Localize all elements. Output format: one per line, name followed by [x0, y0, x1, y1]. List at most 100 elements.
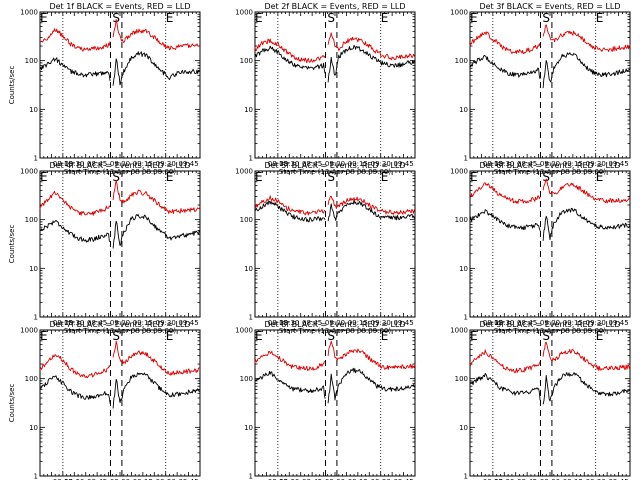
y-tick-label: 10: [29, 106, 38, 114]
x-tick-label: 08:30: [494, 319, 514, 327]
event-marker-label: E: [381, 11, 389, 25]
series-line-black: [39, 372, 201, 409]
x-tick-label: 09:00: [110, 160, 130, 168]
x-tick-label: 09:30: [371, 160, 391, 168]
x-tick-label: 08:15: [268, 319, 288, 327]
y-axis-label: Counts/sec: [8, 225, 16, 264]
y-tick-label: 1: [34, 314, 38, 322]
series-line-black: [254, 199, 416, 223]
y-tick-label: 1000: [450, 168, 468, 176]
y-tick-label: 10: [244, 265, 253, 273]
x-tick-label: 08:45: [87, 478, 107, 480]
event-marker-label: E: [166, 329, 174, 343]
y-tick-label: 1: [464, 473, 468, 480]
x-tick-label: 08:30: [64, 160, 84, 168]
x-tick-label: 09:30: [586, 160, 606, 168]
x-tick-label: 09:15: [133, 160, 153, 168]
y-tick-label: 1000: [450, 9, 468, 17]
y-tick-label: 100: [240, 375, 253, 383]
event-marker-label: E: [255, 11, 263, 25]
event-marker-label: S: [112, 170, 120, 184]
y-tick-label: 10: [29, 265, 38, 273]
subplot-title: Det 1f BLACK = Events, RED = LLD: [49, 2, 190, 11]
y-tick-label: 1000: [235, 327, 253, 335]
y-tick-label: 10: [459, 265, 468, 273]
subplot-title: Det 9f BLACK = Events, RED = LLD: [479, 320, 620, 329]
y-tick-label: 1000: [20, 327, 38, 335]
series-line-red: [254, 195, 416, 216]
subplot-title: Det 2f BLACK = Events, RED = LLD: [264, 2, 405, 11]
subplot-6: Det 6f BLACK = Events, RED = LLD 1 10 100 10…: [450, 161, 631, 335]
event-marker-label: S: [112, 11, 120, 25]
series-line-red: [469, 24, 631, 55]
y-tick-label: 1: [249, 473, 253, 480]
event-marker-label: E: [255, 329, 263, 343]
plot-frame: [254, 329, 416, 477]
x-tick-label: 09:15: [563, 478, 583, 480]
x-tick-label: 08:15: [53, 160, 73, 168]
subplot-5: Det 5f BLACK = Events, RED = LLD 1 10 100 10…: [235, 161, 416, 335]
subplot-4: Det 4f BLACK = Events, RED = LLD 1 10 100 10…: [8, 161, 201, 335]
y-tick-label: 1000: [450, 327, 468, 335]
series-line-black: [469, 52, 631, 89]
x-tick-label: 08:15: [483, 319, 503, 327]
x-tick-label: 08:15: [53, 319, 73, 327]
event-marker-label: S: [542, 170, 550, 184]
plot-frame: [254, 11, 416, 159]
event-marker-label: E: [166, 11, 174, 25]
y-axis-label: Counts/sec: [8, 384, 16, 423]
y-tick-label: 1: [249, 155, 253, 163]
subplot-2: Det 2f BLACK = Events, RED = LLD 1 10 100 10…: [235, 2, 416, 176]
x-tick-label: 09:00: [540, 319, 560, 327]
series-line-black: [40, 214, 201, 249]
x-tick-label: 09:15: [133, 478, 153, 480]
x-tick-label: 09:30: [156, 319, 176, 327]
x-tick-label: 08:15: [268, 160, 288, 168]
event-marker-label: E: [470, 329, 478, 343]
x-tick-label: 08:30: [494, 160, 514, 168]
x-tick-label: 09:30: [156, 160, 176, 168]
x-tick-label: 08:30: [279, 319, 299, 327]
x-tick-label: 08:45: [517, 160, 537, 168]
subplot-8: Det 8f BLACK = Events, RED = LLD 1 10 100 10…: [235, 320, 416, 480]
x-tick-label: 08:30: [64, 319, 84, 327]
subplot-title: Det 3f BLACK = Events, RED = LLD: [479, 2, 620, 11]
x-tick-label: 08:15: [483, 478, 503, 480]
subplot-title: Det 8f BLACK = Events, RED = LLD: [264, 320, 405, 329]
series-line-black: [39, 51, 201, 86]
x-tick-label: 09:15: [348, 478, 368, 480]
x-tick-label: 09:30: [371, 319, 391, 327]
y-tick-label: 1: [34, 155, 38, 163]
x-tick-label: 08:15: [53, 478, 73, 480]
series-line-red: [254, 340, 416, 371]
event-marker-label: E: [596, 329, 604, 343]
y-tick-label: 1: [249, 314, 253, 322]
event-marker-label: E: [381, 329, 389, 343]
x-tick-label: 09:00: [325, 319, 345, 327]
y-tick-label: 1000: [235, 168, 253, 176]
series-line-red: [469, 341, 631, 374]
x-tick-label: 09:00: [110, 319, 130, 327]
x-tick-label: 09:00: [325, 160, 345, 168]
plot-frame: [254, 170, 416, 318]
x-tick-label: 09:15: [348, 160, 368, 168]
x-tick-label: 09:30: [586, 319, 606, 327]
x-tick-label: 08:45: [302, 319, 322, 327]
x-tick-label: 09:45: [393, 160, 413, 168]
x-tick-label: 09:00: [540, 478, 560, 480]
event-marker-label: E: [470, 170, 478, 184]
event-marker-label: S: [112, 329, 120, 343]
event-marker-label: E: [40, 170, 48, 184]
event-marker-label: S: [542, 11, 550, 25]
subplot-1: Det 1f BLACK = Events, RED = LLD 1 10 100 10…: [8, 2, 201, 176]
plot-frame: [469, 11, 631, 159]
event-marker-label: E: [255, 170, 263, 184]
y-tick-label: 10: [459, 424, 468, 432]
y-tick-label: 100: [455, 57, 468, 65]
subplot-title: Det 5f BLACK = Events, RED = LLD: [264, 161, 405, 170]
x-tick-label: 09:00: [110, 478, 130, 480]
series-line-red: [39, 19, 201, 52]
x-tick-label: 09:45: [608, 319, 628, 327]
x-tick-label: 08:45: [87, 319, 107, 327]
